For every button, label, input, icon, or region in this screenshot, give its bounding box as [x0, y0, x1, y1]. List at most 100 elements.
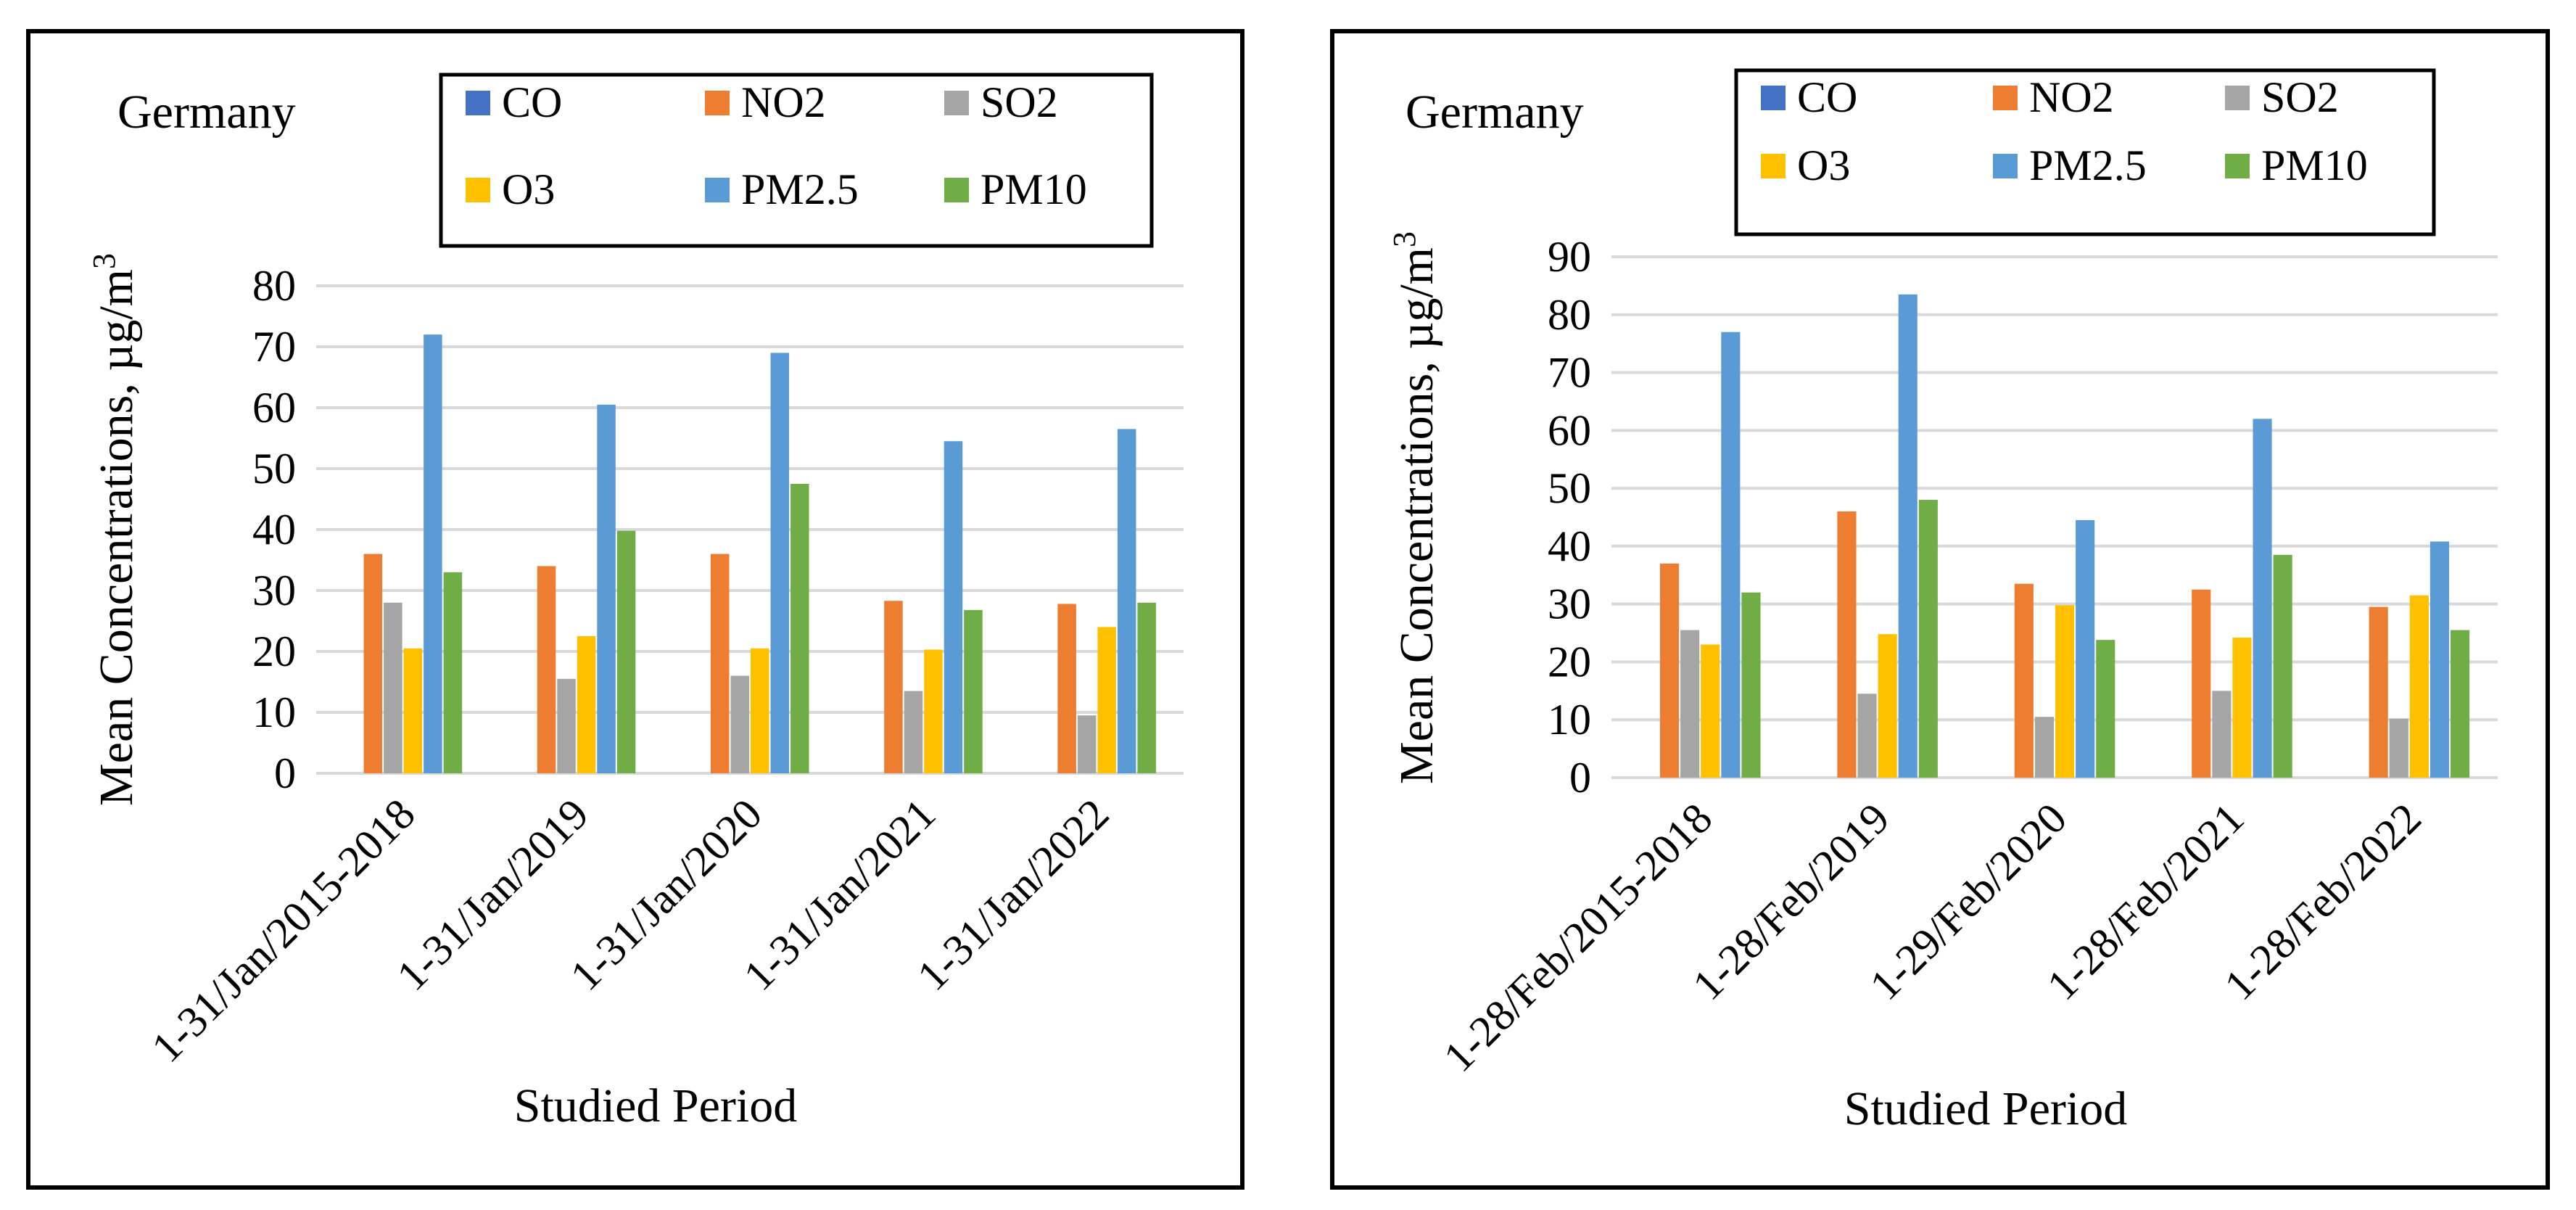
- bar-no2-3: [2014, 583, 2034, 778]
- chart-title: Germany: [1405, 86, 1584, 139]
- legend-swatch-o3: [466, 178, 490, 202]
- legend-label-co: CO: [1797, 73, 1857, 121]
- bar-no2-2: [1837, 511, 1857, 778]
- y-tick-label: 60: [1548, 406, 1591, 454]
- bar-pm10-1: [443, 572, 463, 773]
- chart-panel-january: Germany CO NO2 SO2 O3 PM2.5 PM10 0 10 20 30 40 50 60 7…: [26, 29, 1244, 1190]
- bar-o3-4: [2232, 637, 2252, 778]
- bar-so2-5: [2389, 718, 2408, 778]
- bar-no2-4: [884, 601, 903, 773]
- x-axis-title: Studied Period: [1844, 1082, 2128, 1135]
- legend-label-so2: SO2: [2261, 73, 2339, 121]
- y-tick-label: 0: [1569, 754, 1591, 802]
- y-tick-label: 20: [252, 627, 296, 675]
- bar-o3-1: [1701, 644, 1720, 778]
- bar-pm10-3: [2096, 640, 2115, 778]
- y-tick-label: 90: [1548, 233, 1591, 281]
- legend-swatch-pm25: [705, 178, 730, 202]
- y-tick-label: 10: [1548, 696, 1591, 744]
- chart-february: Germany CO NO2 SO2 O3 PM2.5 PM10 0 10 20 30 40 50 60 7…: [1387, 68, 2498, 1135]
- y-tick-label: 40: [1548, 522, 1591, 570]
- x-tick-label: 1-31/Jan/2015-2018: [142, 790, 424, 1071]
- bar-pm25-4: [2253, 419, 2272, 778]
- bar-so2-2: [1857, 694, 1877, 778]
- chart-title: Germany: [117, 86, 296, 139]
- bar-pm10-2: [616, 530, 636, 773]
- bar-no2-2: [537, 566, 556, 773]
- bar-so2-1: [384, 602, 402, 773]
- y-axis-title-superscript: 3: [1387, 231, 1422, 247]
- bar-no2-1: [363, 553, 383, 773]
- bar-pm25-2: [597, 404, 616, 773]
- bar-o3-5: [2409, 595, 2429, 778]
- bar-no2-5: [1057, 604, 1076, 773]
- y-tick-label: 70: [252, 323, 296, 371]
- legend-swatch-pm10: [944, 178, 969, 202]
- legend-label-pm25: PM2.5: [2029, 141, 2147, 189]
- bar-o3-3: [2055, 605, 2075, 778]
- legend-label-pm10: PM10: [981, 165, 1087, 213]
- bar-pm10-1: [1741, 592, 1761, 778]
- legend-label-co: CO: [502, 78, 562, 126]
- bar-pm10-5: [1137, 602, 1156, 773]
- bar-pm25-2: [1898, 294, 1917, 778]
- bar-pm10-2: [1918, 500, 1938, 778]
- bar-o3-1: [403, 648, 423, 773]
- bar-o3-4: [924, 649, 943, 773]
- bar-so2-3: [730, 675, 749, 773]
- bar-pm25-3: [2076, 519, 2095, 778]
- legend-swatch-o3: [1761, 154, 1786, 178]
- legend-swatch-pm10: [2225, 154, 2250, 178]
- legend-swatch-pm25: [1993, 154, 2018, 178]
- bar-no2-3: [710, 553, 730, 773]
- bar-so2-1: [1680, 630, 1700, 778]
- y-tick-label: 60: [252, 384, 296, 432]
- x-tick-label: 1-28/Feb/2015-2018: [1434, 794, 1721, 1081]
- y-tick-label: 0: [274, 749, 296, 797]
- y-tick-label: 20: [1548, 638, 1591, 686]
- legend-label-no2: NO2: [741, 78, 826, 126]
- bar-pm25-1: [1721, 332, 1741, 778]
- legend-label-pm25: PM2.5: [741, 165, 859, 213]
- y-tick-label: 50: [1548, 464, 1591, 512]
- y-tick-label: 10: [252, 688, 296, 736]
- legend-swatch-no2: [705, 91, 730, 115]
- bar-o3-2: [1878, 634, 1897, 778]
- legend-swatch-co: [1761, 86, 1786, 110]
- y-tick-label: 80: [252, 262, 296, 310]
- y-tick-label: 40: [252, 506, 296, 553]
- chart-january: Germany CO NO2 SO2 O3 PM2.5 PM10 0 10 20 30 40 50 60 7…: [86, 73, 1184, 1132]
- bar-pm25-5: [1117, 429, 1136, 773]
- bar-pm25-1: [424, 334, 442, 773]
- y-tick-label: 80: [1548, 291, 1591, 339]
- x-axis-title: Studied Period: [514, 1079, 798, 1132]
- legend-box: [439, 73, 1154, 248]
- bar-pm10-5: [2451, 630, 2470, 778]
- legend-label-pm10: PM10: [2261, 141, 2368, 189]
- legend-swatch-no2: [1993, 86, 2018, 110]
- legend-swatch-so2: [944, 91, 969, 115]
- bar-no2-4: [2192, 589, 2211, 778]
- y-axis-title-superscript: 3: [86, 253, 122, 269]
- chart-panel-february: Germany CO NO2 SO2 O3 PM2.5 PM10 0 10 20 30 40 50 60 7…: [1330, 29, 2550, 1190]
- y-axis-title: Mean Concentrations, µg/m3: [86, 253, 144, 806]
- legend-label-so2: SO2: [981, 78, 1058, 126]
- y-tick-label: 30: [1548, 580, 1591, 628]
- bar-so2-4: [904, 691, 923, 773]
- bar-no2-5: [2369, 606, 2388, 778]
- bar-o3-3: [751, 648, 769, 773]
- legend-label-o3: O3: [502, 165, 555, 213]
- bar-pm10-4: [964, 609, 983, 773]
- bar-o3-2: [577, 636, 596, 773]
- bar-o3-5: [1097, 627, 1116, 773]
- legend-swatch-so2: [2225, 86, 2250, 110]
- bar-so2-5: [1077, 715, 1097, 773]
- bar-pm10-4: [2273, 554, 2292, 778]
- bar-so2-2: [557, 678, 576, 773]
- y-tick-label: 50: [252, 445, 296, 493]
- bar-pm10-3: [790, 484, 809, 773]
- y-tick-label: 30: [252, 567, 296, 614]
- legend-label-o3: O3: [1797, 141, 1850, 189]
- bar-pm25-3: [770, 353, 790, 773]
- bar-pm25-4: [944, 441, 963, 773]
